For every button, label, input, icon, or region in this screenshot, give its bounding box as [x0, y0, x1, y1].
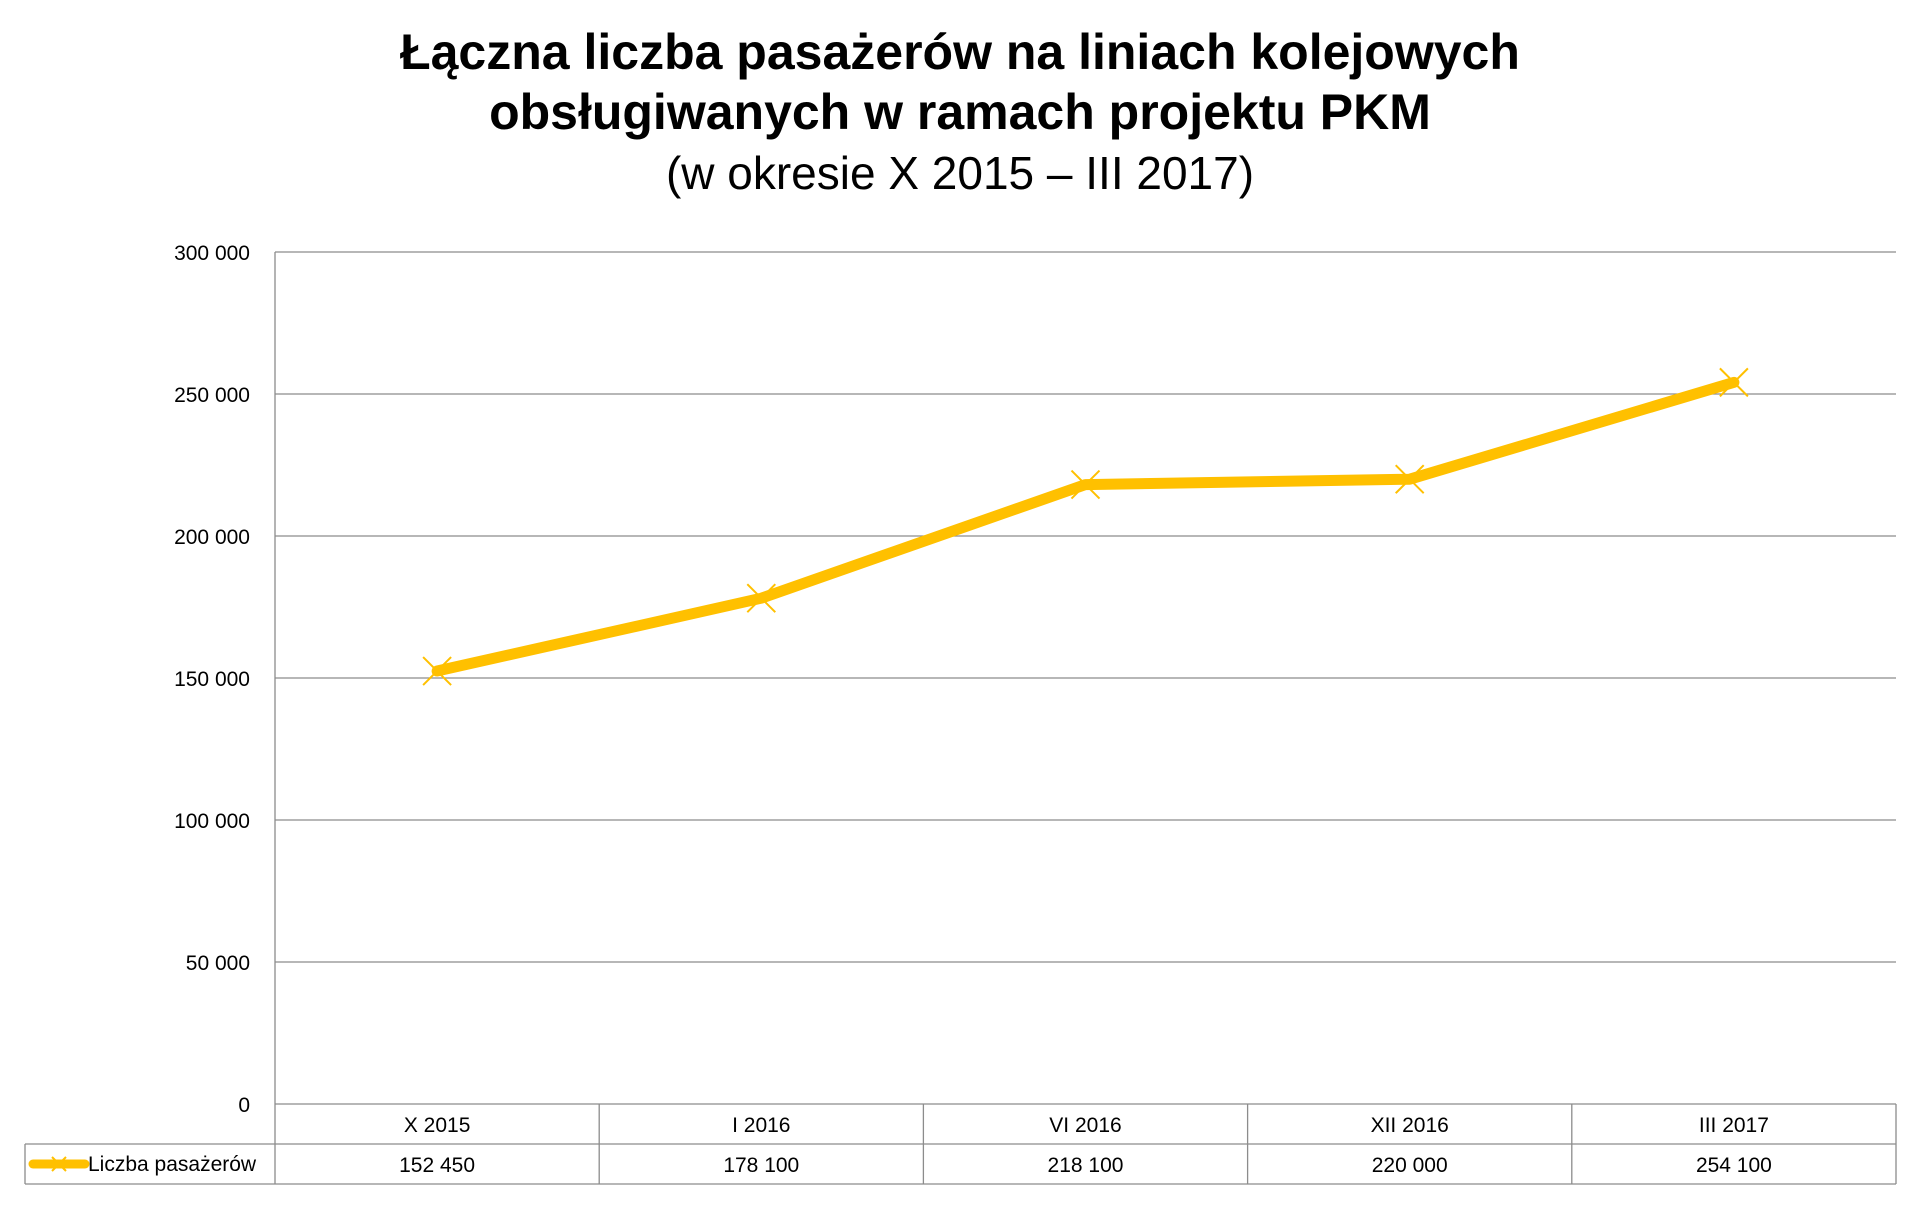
chart-title-block: Łączna liczba pasażerów na liniach kolej… [0, 22, 1920, 204]
y-axis-ticks: 0 50 000 100 000 150 000 200 000 250 000 300 0… [174, 242, 250, 1117]
data-point-marker [422, 656, 452, 686]
gridlines [274, 251, 1896, 1104]
x-category-label: I 2016 [732, 1114, 790, 1137]
data-table-value: 152 450 [399, 1154, 475, 1177]
y-tick-label: 250 000 [174, 384, 250, 407]
data-point-marker [746, 583, 777, 613]
y-tick-label: 150 000 [174, 668, 250, 691]
y-tick-label: 0 [238, 1094, 250, 1117]
x-category-label: XII 2016 [1371, 1114, 1449, 1137]
data-table: X 2015 152 450 I 2016 178 100 VI 2016 218 100… [24, 1103, 1897, 1185]
legend-marker-key [51, 1156, 67, 1172]
data-point-marker [1394, 464, 1425, 494]
x-category-label: VI 2016 [1049, 1114, 1121, 1137]
data-table-value: 178 100 [723, 1154, 799, 1177]
data-table-value: 220 000 [1372, 1154, 1448, 1177]
y-tick-label: 300 000 [174, 242, 250, 265]
data-point-marker [1070, 469, 1101, 500]
y-tick-label: 200 000 [174, 526, 250, 549]
y-tick-label: 100 000 [174, 810, 250, 833]
series-layer [422, 367, 1749, 686]
chart-title-line-2: obsługiwanych w ramach projektu PKM [489, 84, 1431, 140]
x-category-label: X 2015 [404, 1114, 471, 1137]
data-point-marker [1719, 367, 1749, 398]
data-table-value: 218 100 [1048, 1154, 1124, 1177]
chart-subtitle: (w okresie X 2015 – III 2017) [665, 147, 1255, 199]
series-line-liczba-pasazerow [431, 376, 1740, 677]
legend-series-name: Liczba pasażerów [88, 1153, 257, 1176]
data-table-value: 254 100 [1696, 1154, 1772, 1177]
y-tick-label: 50 000 [186, 952, 250, 975]
chart-title-line-1: Łączna liczba pasażerów na liniach kolej… [400, 24, 1520, 80]
x-category-label: III 2017 [1699, 1114, 1769, 1137]
